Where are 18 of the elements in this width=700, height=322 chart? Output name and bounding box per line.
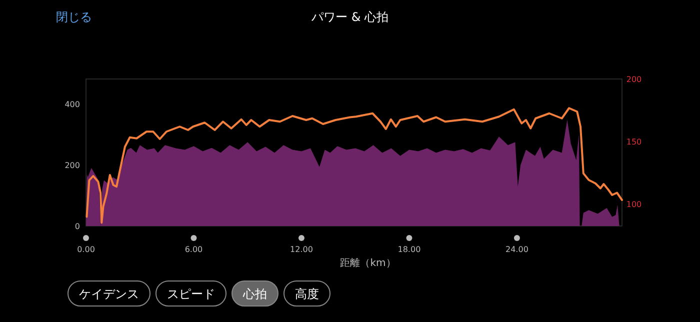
x-tick-label: 12.00 [290, 245, 313, 254]
chart-title: パワー & 心拍 [310, 10, 388, 24]
y2-tick-label: 200 [626, 75, 642, 84]
y-tick-label: 200 [64, 161, 80, 170]
y2-tick-label: 150 [626, 138, 642, 146]
text: 心拍 [242, 287, 267, 301]
x-tick-label: 24.00 [506, 245, 528, 254]
text: 高度 [295, 287, 319, 301]
x-tick-label: 18.00 [398, 245, 421, 254]
x-tick-label: 6.00 [184, 245, 203, 254]
x-tick-label: 0.00 [77, 245, 95, 254]
y2-tick-label: 100 [626, 200, 642, 209]
text: 閉じる [56, 10, 92, 24]
text: ケイデンス [79, 287, 139, 301]
x-axis-title: 距離（km） [340, 257, 396, 269]
y-tick-label: 0 [74, 222, 80, 231]
y-tick-label: 400 [64, 100, 80, 110]
text: スピード [167, 287, 215, 301]
